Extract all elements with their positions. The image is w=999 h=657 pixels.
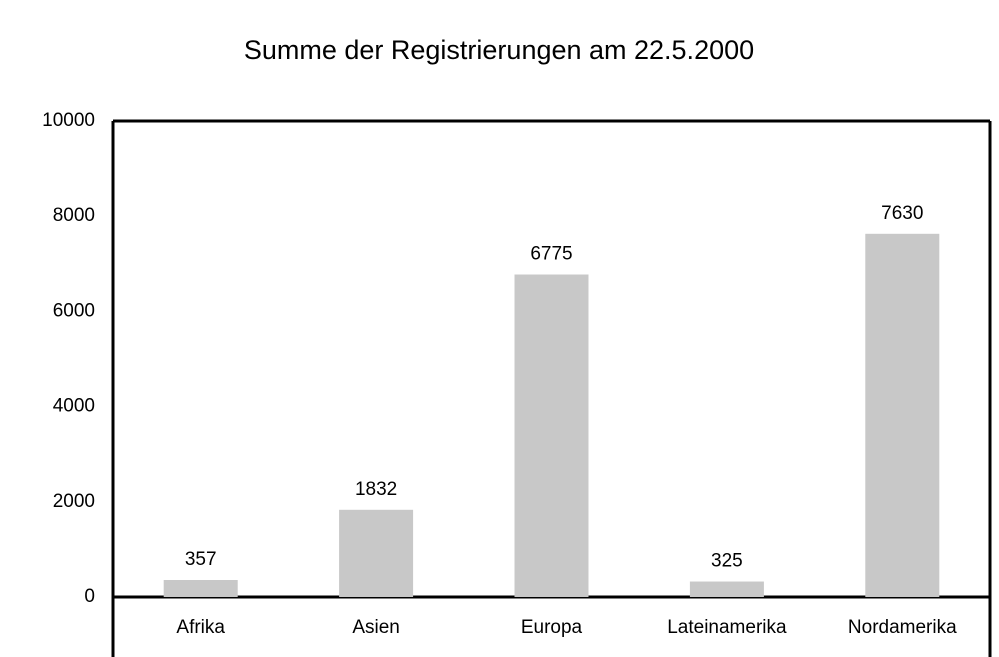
y-tick-label: 2000 [53,491,95,512]
x-tick-label: Europa [521,617,583,638]
bar [689,581,764,597]
x-tick-label: Nordamerika [848,617,957,638]
bar [865,233,940,597]
bar [163,580,238,597]
x-tick-label: Lateinamerika [667,617,787,638]
data-label: 325 [711,551,743,572]
y-tick-label: 6000 [53,300,95,321]
y-tick-label: 10000 [42,110,95,131]
data-label: 7630 [881,203,923,224]
y-tick-label: 0 [84,586,95,607]
data-label: 1832 [355,479,397,500]
data-label: 6775 [530,244,572,265]
y-tick-label: 4000 [53,396,95,417]
bar [339,509,414,597]
bar [514,274,589,597]
data-label: 357 [185,549,217,570]
y-tick-label: 8000 [53,205,95,226]
x-tick-label: Asien [352,617,400,638]
chart-title: Summe der Registrierungen am 22.5.2000 [244,35,754,65]
x-tick-label: Afrika [176,617,225,638]
